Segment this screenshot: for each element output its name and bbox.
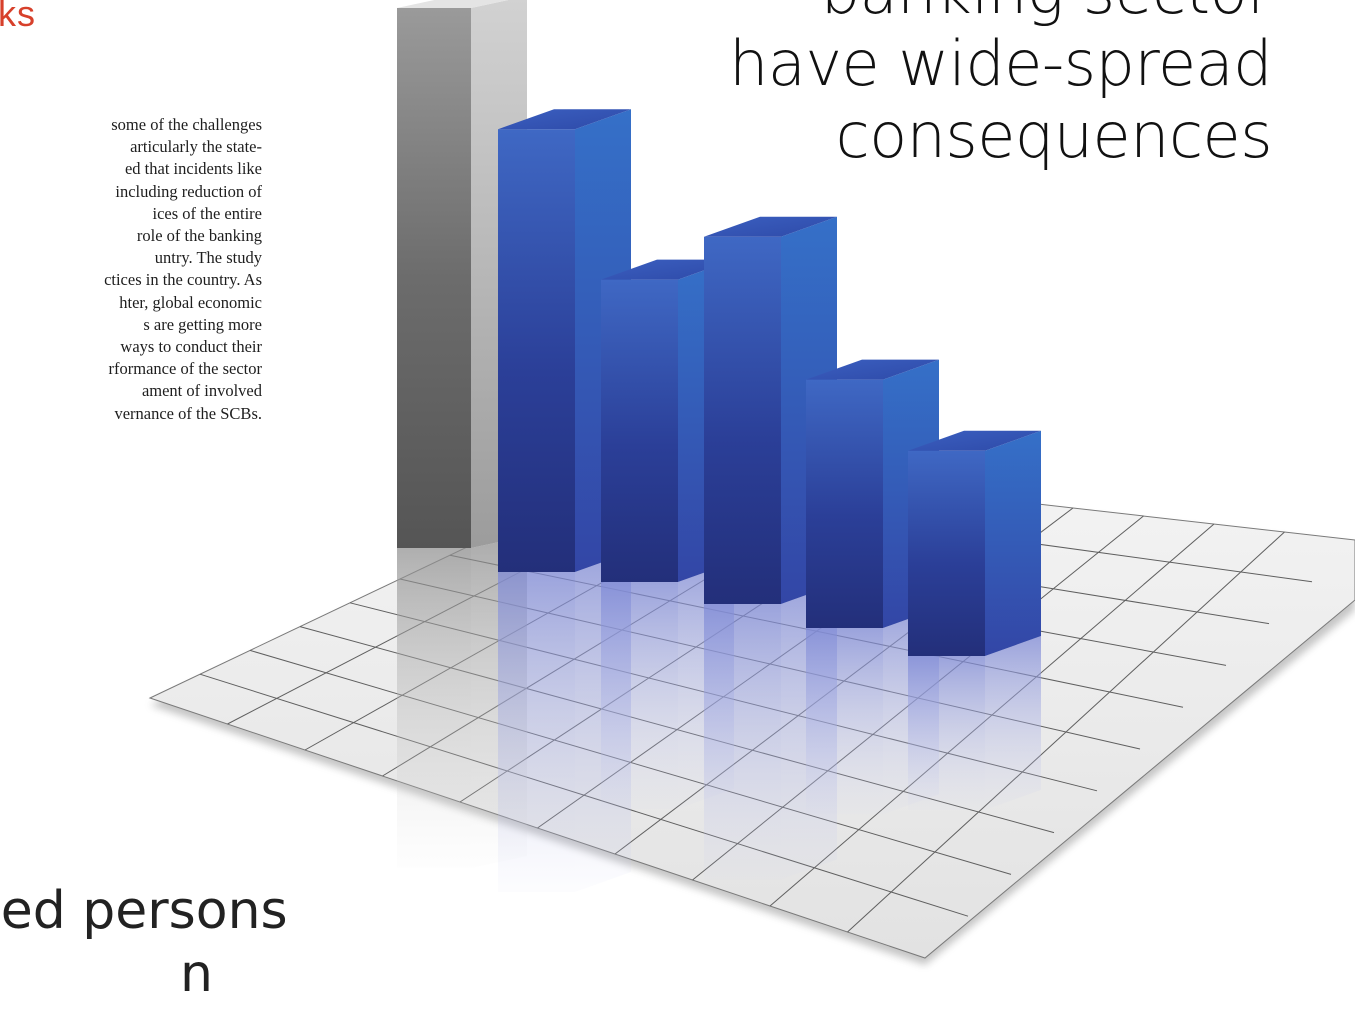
bar-reflection-front (704, 604, 781, 880)
bar-front-face (601, 279, 678, 582)
body-line: untry. The study (154, 248, 262, 268)
body-line: ctices in the country. As (104, 270, 262, 290)
body-line: ways to conduct their (120, 337, 262, 357)
pull-quote: banking sector have wide-spread conseque… (729, 0, 1272, 172)
pull-quote-line-2: have wide-spread (729, 27, 1272, 100)
bar-reflection-front (397, 548, 471, 868)
body-line: ed that incidents like (124, 159, 262, 179)
grid-line (847, 531, 1285, 933)
3d-bar-chart (148, 0, 1355, 965)
bar-top-face (704, 216, 837, 237)
body-line: role of the banking (136, 226, 262, 246)
body-line: articularly the state- (130, 137, 262, 157)
bar-top-face (908, 430, 1041, 451)
body-line: some of the challenges (111, 115, 262, 134)
bar-front-face (806, 379, 883, 628)
bar-side-face (985, 430, 1041, 656)
bar-top-face (498, 109, 631, 130)
bottom-quote-line-1: ved persons (0, 881, 288, 941)
body-line: ices of the entire (152, 203, 263, 223)
bar-front-face (704, 236, 781, 605)
bar-reflection-front (908, 656, 985, 810)
body-line: hter, global economic (119, 292, 262, 312)
bar-reflection-front (601, 582, 678, 809)
body-line: vernance of the SCBs. (114, 403, 262, 423)
bar-top-face (601, 259, 734, 280)
body-line: rformance of the sector (108, 359, 262, 379)
body-line: including reduction of (115, 181, 262, 201)
section-heading: ks (0, 0, 36, 34)
bar-reflection-front (498, 572, 575, 892)
bar-front-face (498, 129, 575, 572)
pull-quote-line-1: banking sector (729, 0, 1273, 28)
bar-reflection-front (806, 628, 883, 815)
bar-reflection-side (985, 636, 1041, 810)
bar-reflection (908, 636, 1041, 810)
bottom-quote-line-2: n (180, 944, 213, 1004)
body-line: s are getting more (143, 314, 262, 334)
bar-front-face (908, 450, 985, 656)
bar-top-face (806, 359, 939, 380)
body-line: ament of involved (141, 381, 262, 401)
bar-top-face (397, 0, 509, 8)
body-paragraph: some of the challenges articularly the s… (0, 114, 262, 425)
pull-quote-line-3: consequences (835, 99, 1273, 172)
bar-front-face (397, 8, 471, 548)
chart-bar (908, 430, 1041, 656)
